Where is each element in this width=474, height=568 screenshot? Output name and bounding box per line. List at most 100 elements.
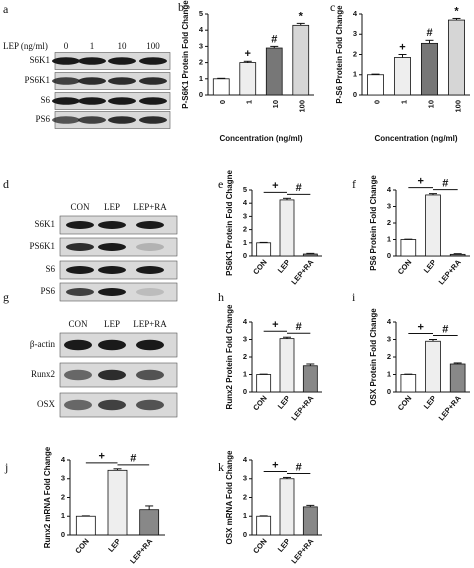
blot-band xyxy=(98,221,126,229)
y-axis-label: PS6K1 Protein Fold Chagne xyxy=(225,170,234,276)
x-tick-label: LEP+RA xyxy=(289,536,315,565)
y-tick-label: 3 xyxy=(387,201,391,210)
panel-letter: f xyxy=(352,177,356,191)
significance-mark: + xyxy=(272,180,278,192)
bar xyxy=(75,515,96,536)
y-axis-label: P-S6K1 Protein Fold Change xyxy=(181,0,190,109)
x-tick-label: 100 xyxy=(298,100,307,113)
bar xyxy=(292,24,310,96)
y-tick-label: 3 xyxy=(243,211,247,220)
row-label: PS6 xyxy=(35,114,50,124)
blot-band xyxy=(98,243,126,251)
blot-band xyxy=(64,339,92,351)
blot-band xyxy=(139,116,167,124)
blot-band xyxy=(98,369,126,381)
significance-mark: # xyxy=(130,453,136,465)
x-tick-label: CON xyxy=(251,537,269,556)
blot-band xyxy=(108,116,136,124)
blot-band xyxy=(78,116,106,124)
x-tick-label: CON xyxy=(251,394,269,413)
y-tick-label: 0 xyxy=(243,530,247,539)
bar xyxy=(420,42,438,96)
y-tick-label: 5 xyxy=(243,185,247,194)
blot-header: LEP (ng/ml) xyxy=(3,41,48,51)
bar xyxy=(302,365,318,393)
blot-band xyxy=(66,266,94,274)
x-tick-label: CON xyxy=(73,537,91,556)
significance-mark: + xyxy=(272,459,278,471)
blot-band xyxy=(66,243,94,251)
y-axis-label: P-S6 Protein Fold Change xyxy=(335,5,344,104)
y-tick-label: 4 xyxy=(61,455,66,464)
bar xyxy=(139,509,160,536)
bar xyxy=(279,338,295,393)
lane-label: CON xyxy=(68,319,88,329)
x-tick-label: LEP+RA xyxy=(437,257,463,286)
row-label: S6K1 xyxy=(34,219,55,229)
x-tick-label: LEP+RA xyxy=(289,393,315,422)
blot-band xyxy=(136,339,164,351)
bar xyxy=(212,78,230,96)
y-axis-label: Runx2 Protein Fold Change xyxy=(225,304,234,409)
blot-band xyxy=(136,221,164,229)
panel-letter: c xyxy=(330,0,335,14)
y-tick-label: 2 xyxy=(243,492,247,501)
y-tick-label: 1 xyxy=(243,511,247,520)
x-tick-label: 10 xyxy=(271,100,280,108)
blot-band xyxy=(136,266,164,274)
row-label: PS6K1 xyxy=(29,241,55,251)
blot-band xyxy=(136,288,164,296)
y-tick-label: 3 xyxy=(243,334,247,343)
blot-band xyxy=(78,57,106,65)
y-axis-label: OSX Protein Fold Change xyxy=(369,308,378,406)
blot-band xyxy=(136,369,164,381)
bar xyxy=(447,19,465,96)
x-tick-label: LEP xyxy=(106,537,122,554)
x-tick-label: CON xyxy=(396,394,414,413)
panel-letter: b xyxy=(178,0,184,14)
bar xyxy=(239,62,257,96)
blot-band xyxy=(136,243,164,251)
blot-band xyxy=(64,369,92,381)
significance-mark: # xyxy=(271,33,277,45)
y-tick-label: 0 xyxy=(199,90,203,99)
significance-mark: + xyxy=(417,321,423,333)
blot-band xyxy=(64,399,92,411)
panel-letter: j xyxy=(4,460,8,474)
significance-mark: + xyxy=(98,451,104,463)
blot-band xyxy=(108,57,136,65)
x-tick-label: LEP+RA xyxy=(128,536,154,565)
y-tick-label: 0 xyxy=(387,251,391,260)
bar xyxy=(400,239,417,257)
y-tick-label: 0 xyxy=(353,90,357,99)
blot-band xyxy=(108,77,136,85)
lane-label: 1 xyxy=(90,41,95,51)
blot-band xyxy=(66,221,94,229)
row-label: PS6 xyxy=(40,286,55,296)
x-tick-label: 10 xyxy=(426,100,435,108)
panel-letter: d xyxy=(3,177,9,191)
y-tick-label: 3 xyxy=(353,29,357,38)
x-tick-label: LEP+RA xyxy=(289,257,315,286)
blot-band xyxy=(98,339,126,351)
bar xyxy=(256,515,272,536)
significance-mark: # xyxy=(426,27,432,39)
x-tick-label: LEP xyxy=(276,258,292,275)
y-tick-label: 2 xyxy=(387,352,391,361)
blot-band xyxy=(52,77,80,85)
blot-band xyxy=(52,57,80,65)
bar xyxy=(256,374,272,393)
y-tick-label: 4 xyxy=(243,317,248,326)
bar xyxy=(400,374,417,393)
significance-mark: # xyxy=(296,321,302,333)
significance-mark: + xyxy=(272,319,278,331)
row-label: S6K1 xyxy=(29,55,50,65)
y-tick-label: 0 xyxy=(243,387,247,396)
bar xyxy=(393,57,411,96)
y-tick-label: 3 xyxy=(243,474,247,483)
y-tick-label: 0 xyxy=(61,530,65,539)
blot-band xyxy=(108,97,136,105)
significance-mark: # xyxy=(296,182,302,194)
bar xyxy=(279,478,295,536)
